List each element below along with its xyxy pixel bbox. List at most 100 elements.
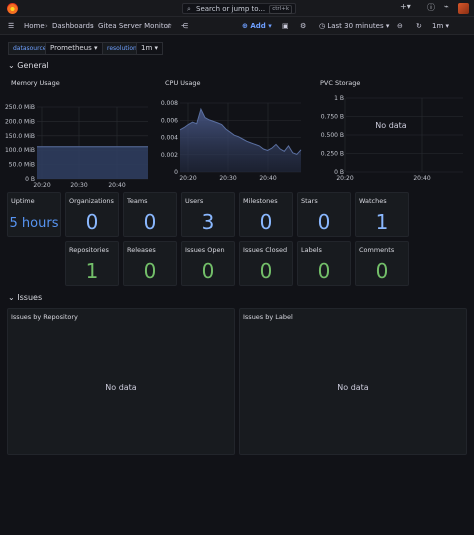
panel-title: Issues by Label bbox=[243, 313, 293, 321]
help-icon[interactable]: ⓘ bbox=[427, 3, 435, 12]
y-tick-label: 50.0 MiB bbox=[9, 162, 35, 169]
search-input[interactable]: ⌕ Search or jump to... ctrl+k bbox=[182, 3, 296, 14]
user-avatar[interactable] bbox=[458, 3, 469, 14]
gear-icon[interactable]: ⚙ bbox=[300, 22, 307, 30]
stat-value: 0 bbox=[259, 210, 273, 234]
stat-releases-panel[interactable]: Releases 0 bbox=[123, 241, 177, 286]
memory-usage-title: Memory Usage bbox=[11, 79, 60, 87]
stat-value: 3 bbox=[201, 210, 215, 234]
y-tick-label: 0 B bbox=[25, 176, 35, 183]
resolution-variable-select[interactable]: 1m ▾ bbox=[136, 42, 164, 55]
cpu-area bbox=[180, 109, 301, 172]
x-tick-label: 20:40 bbox=[413, 175, 430, 182]
panel-title: Issues by Repository bbox=[11, 313, 78, 321]
y-tick-label: 0 B bbox=[334, 169, 344, 176]
grafana-logo-icon[interactable] bbox=[7, 3, 18, 14]
stat-organizations-panel[interactable]: Organizations 0 bbox=[65, 192, 119, 237]
y-tick-label: 200.0 MiB bbox=[5, 118, 35, 125]
add-panel-icon: ⊕ bbox=[242, 22, 248, 30]
menu-icon[interactable]: ☰ bbox=[8, 22, 15, 30]
chevron-down-icon: ⌄ bbox=[8, 61, 15, 70]
star-icon[interactable]: ☆ bbox=[166, 22, 173, 30]
add-button[interactable]: ⊕ Add ▾ bbox=[242, 22, 272, 30]
breadcrumb-home[interactable]: Home bbox=[24, 22, 45, 30]
stat-title: Milestones bbox=[243, 197, 278, 205]
zoom-out-icon[interactable]: ⊖ bbox=[397, 22, 403, 30]
x-tick-label: 20:20 bbox=[179, 175, 196, 182]
x-tick-label: 20:30 bbox=[70, 182, 87, 188]
issues-by-repository-panel[interactable]: Issues by Repository No data bbox=[7, 308, 235, 455]
y-tick-label: 0.008 bbox=[161, 100, 178, 107]
breadcrumb-dashboards[interactable]: Dashboards bbox=[52, 22, 94, 30]
stat-title: Teams bbox=[127, 197, 148, 205]
refresh-interval-picker[interactable]: 1m ▾ bbox=[432, 22, 450, 30]
stat-value: 0 bbox=[317, 210, 331, 234]
plus-icon[interactable]: +▾ bbox=[400, 2, 411, 11]
stat-comments-panel[interactable]: Comments 0 bbox=[355, 241, 409, 286]
clock-icon: ◷ bbox=[319, 22, 326, 30]
stat-value: 0 bbox=[201, 259, 215, 283]
search-shortcut: ctrl+k bbox=[269, 5, 292, 14]
row-issues-toggle[interactable]: ⌄ Issues bbox=[8, 293, 43, 302]
stat-title: Stars bbox=[301, 197, 318, 205]
pvc-no-data: No data bbox=[375, 121, 407, 130]
memory-usage-chart[interactable]: 0 B 50.0 MiB 100.0 MiB 150.0 MiB 200.0 MiB 25… bbox=[0, 92, 158, 188]
stat-title: Issues Closed bbox=[243, 246, 288, 254]
stat-watches-panel[interactable]: Watches 1 bbox=[355, 192, 409, 237]
cpu-line bbox=[179, 107, 302, 155]
memory-area bbox=[37, 146, 148, 179]
x-tick-label: 20:30 bbox=[219, 175, 236, 182]
stat-users-panel[interactable]: Users 3 bbox=[181, 192, 235, 237]
dashboard-nav-bar: ☰ Home › Dashboards › Gitea Server Monit… bbox=[0, 17, 474, 35]
cpu-usage-title: CPU Usage bbox=[165, 79, 201, 87]
stat-value: 0 bbox=[259, 259, 273, 283]
y-tick-label: 0.002 bbox=[161, 152, 178, 159]
no-data-text: No data bbox=[105, 383, 137, 392]
stat-value: 0 bbox=[143, 210, 157, 234]
stat-value: 0 bbox=[375, 259, 389, 283]
share-icon[interactable]: ⋲ bbox=[181, 22, 188, 30]
stat-teams-panel[interactable]: Teams 0 bbox=[123, 192, 177, 237]
stat-title: Comments bbox=[359, 246, 395, 254]
stat-title: Watches bbox=[359, 197, 387, 205]
time-picker[interactable]: ◷ Last 30 minutes ▾ bbox=[319, 22, 390, 30]
stat-milestones-panel[interactable]: Milestones 0 bbox=[239, 192, 293, 237]
x-tick-label: 20:20 bbox=[336, 175, 353, 182]
datasource-variable-select[interactable]: Prometheus ▾ bbox=[45, 42, 103, 55]
rss-icon[interactable]: ⌁ bbox=[444, 2, 449, 11]
stat-value: 0 bbox=[317, 259, 331, 283]
stat-issues-open-panel[interactable]: Issues Open 0 bbox=[181, 241, 235, 286]
save-icon[interactable]: ▣ bbox=[282, 22, 289, 30]
issues-by-label-panel[interactable]: Issues by Label No data bbox=[239, 308, 467, 455]
stat-issues-closed-panel[interactable]: Issues Closed 0 bbox=[239, 241, 293, 286]
y-tick-label: 0 bbox=[174, 169, 178, 176]
stat-repositories-panel[interactable]: Repositories 1 bbox=[65, 241, 119, 286]
x-tick-label: 20:20 bbox=[33, 182, 50, 188]
stat-title: Users bbox=[185, 197, 204, 205]
chevron-down-icon: ⌄ bbox=[8, 293, 15, 302]
stat-value: 5 hours bbox=[9, 216, 59, 231]
y-tick-label: 250.0 MiB bbox=[5, 104, 35, 111]
stat-stars-panel[interactable]: Stars 0 bbox=[297, 192, 351, 237]
breadcrumb-dashboard-title: Gitea Server Monitor bbox=[98, 22, 171, 30]
pvc-storage-chart[interactable]: 0 B 0.250 B 0.500 B 0.750 B 1 B 20:20 20:40 bbox=[310, 92, 470, 188]
search-placeholder: Search or jump to... bbox=[196, 5, 266, 13]
stat-labels-panel[interactable]: Labels 0 bbox=[297, 241, 351, 286]
breadcrumb-sep: › bbox=[45, 22, 48, 30]
stat-title: Organizations bbox=[69, 197, 114, 205]
search-icon: ⌕ bbox=[187, 5, 191, 13]
cpu-usage-chart[interactable]: 0 0.002 0.004 0.006 0.008 20:20 20:30 20:40 bbox=[158, 92, 310, 188]
no-data-text: No data bbox=[337, 383, 369, 392]
stat-value: 1 bbox=[375, 210, 389, 234]
stat-title: Uptime bbox=[11, 197, 35, 205]
stat-value: 0 bbox=[85, 210, 99, 234]
stat-uptime-panel[interactable]: Uptime 5 hours bbox=[7, 192, 61, 237]
x-tick-label: 20:40 bbox=[259, 175, 276, 182]
refresh-icon[interactable]: ↻ bbox=[416, 22, 422, 30]
pvc-storage-title: PVC Storage bbox=[320, 79, 361, 87]
y-tick-label: 1 B bbox=[334, 95, 344, 102]
y-tick-label: 0.006 bbox=[161, 117, 178, 124]
row-general-toggle[interactable]: ⌄ General bbox=[8, 61, 49, 70]
stat-value: 0 bbox=[143, 259, 157, 283]
stat-title: Issues Open bbox=[185, 246, 225, 254]
